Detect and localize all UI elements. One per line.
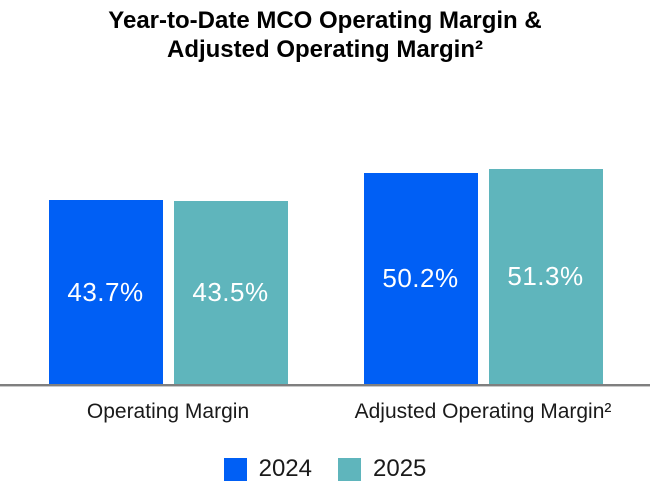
legend-label-2025: 2025 [373, 455, 427, 482]
bar-2025-adjusted-operating-margin: 51.3% [488, 168, 603, 384]
legend-label-2024: 2024 [258, 455, 312, 482]
bar-2025-operating-margin: 43.5% [173, 201, 288, 384]
bar-2024-operating-margin: 43.7% [48, 200, 163, 384]
legend-item-2025: 2025 [338, 457, 426, 481]
bar-value-label: 43.7% [67, 276, 144, 307]
chart-title-line-2: Adjusted Operating Margin² [166, 36, 483, 63]
plot-area: 43.7% 50.2% 43.5% 51.3% [0, 92, 650, 384]
chart-title-line-1: Year-to-Date MCO Operating Margin & [108, 7, 542, 34]
legend: 2024 2025 [0, 457, 650, 481]
legend-swatch-2025 [338, 457, 361, 481]
chart-title: Year-to-Date MCO Operating Margin & Adju… [0, 6, 650, 64]
bar-value-label: 43.5% [192, 277, 269, 308]
bar-value-label: 50.2% [382, 263, 459, 294]
legend-item-2024: 2024 [223, 455, 312, 482]
legend-swatch-2024 [223, 457, 247, 481]
category-label-adjusted-operating-margin: Adjusted Operating Margin² [354, 400, 612, 423]
bar-value-label: 51.3% [507, 260, 584, 291]
bar-2024-adjusted-operating-margin: 50.2% [363, 173, 478, 384]
x-axis-line [0, 384, 650, 387]
category-label-operating-margin: Operating Margin [86, 400, 250, 423]
